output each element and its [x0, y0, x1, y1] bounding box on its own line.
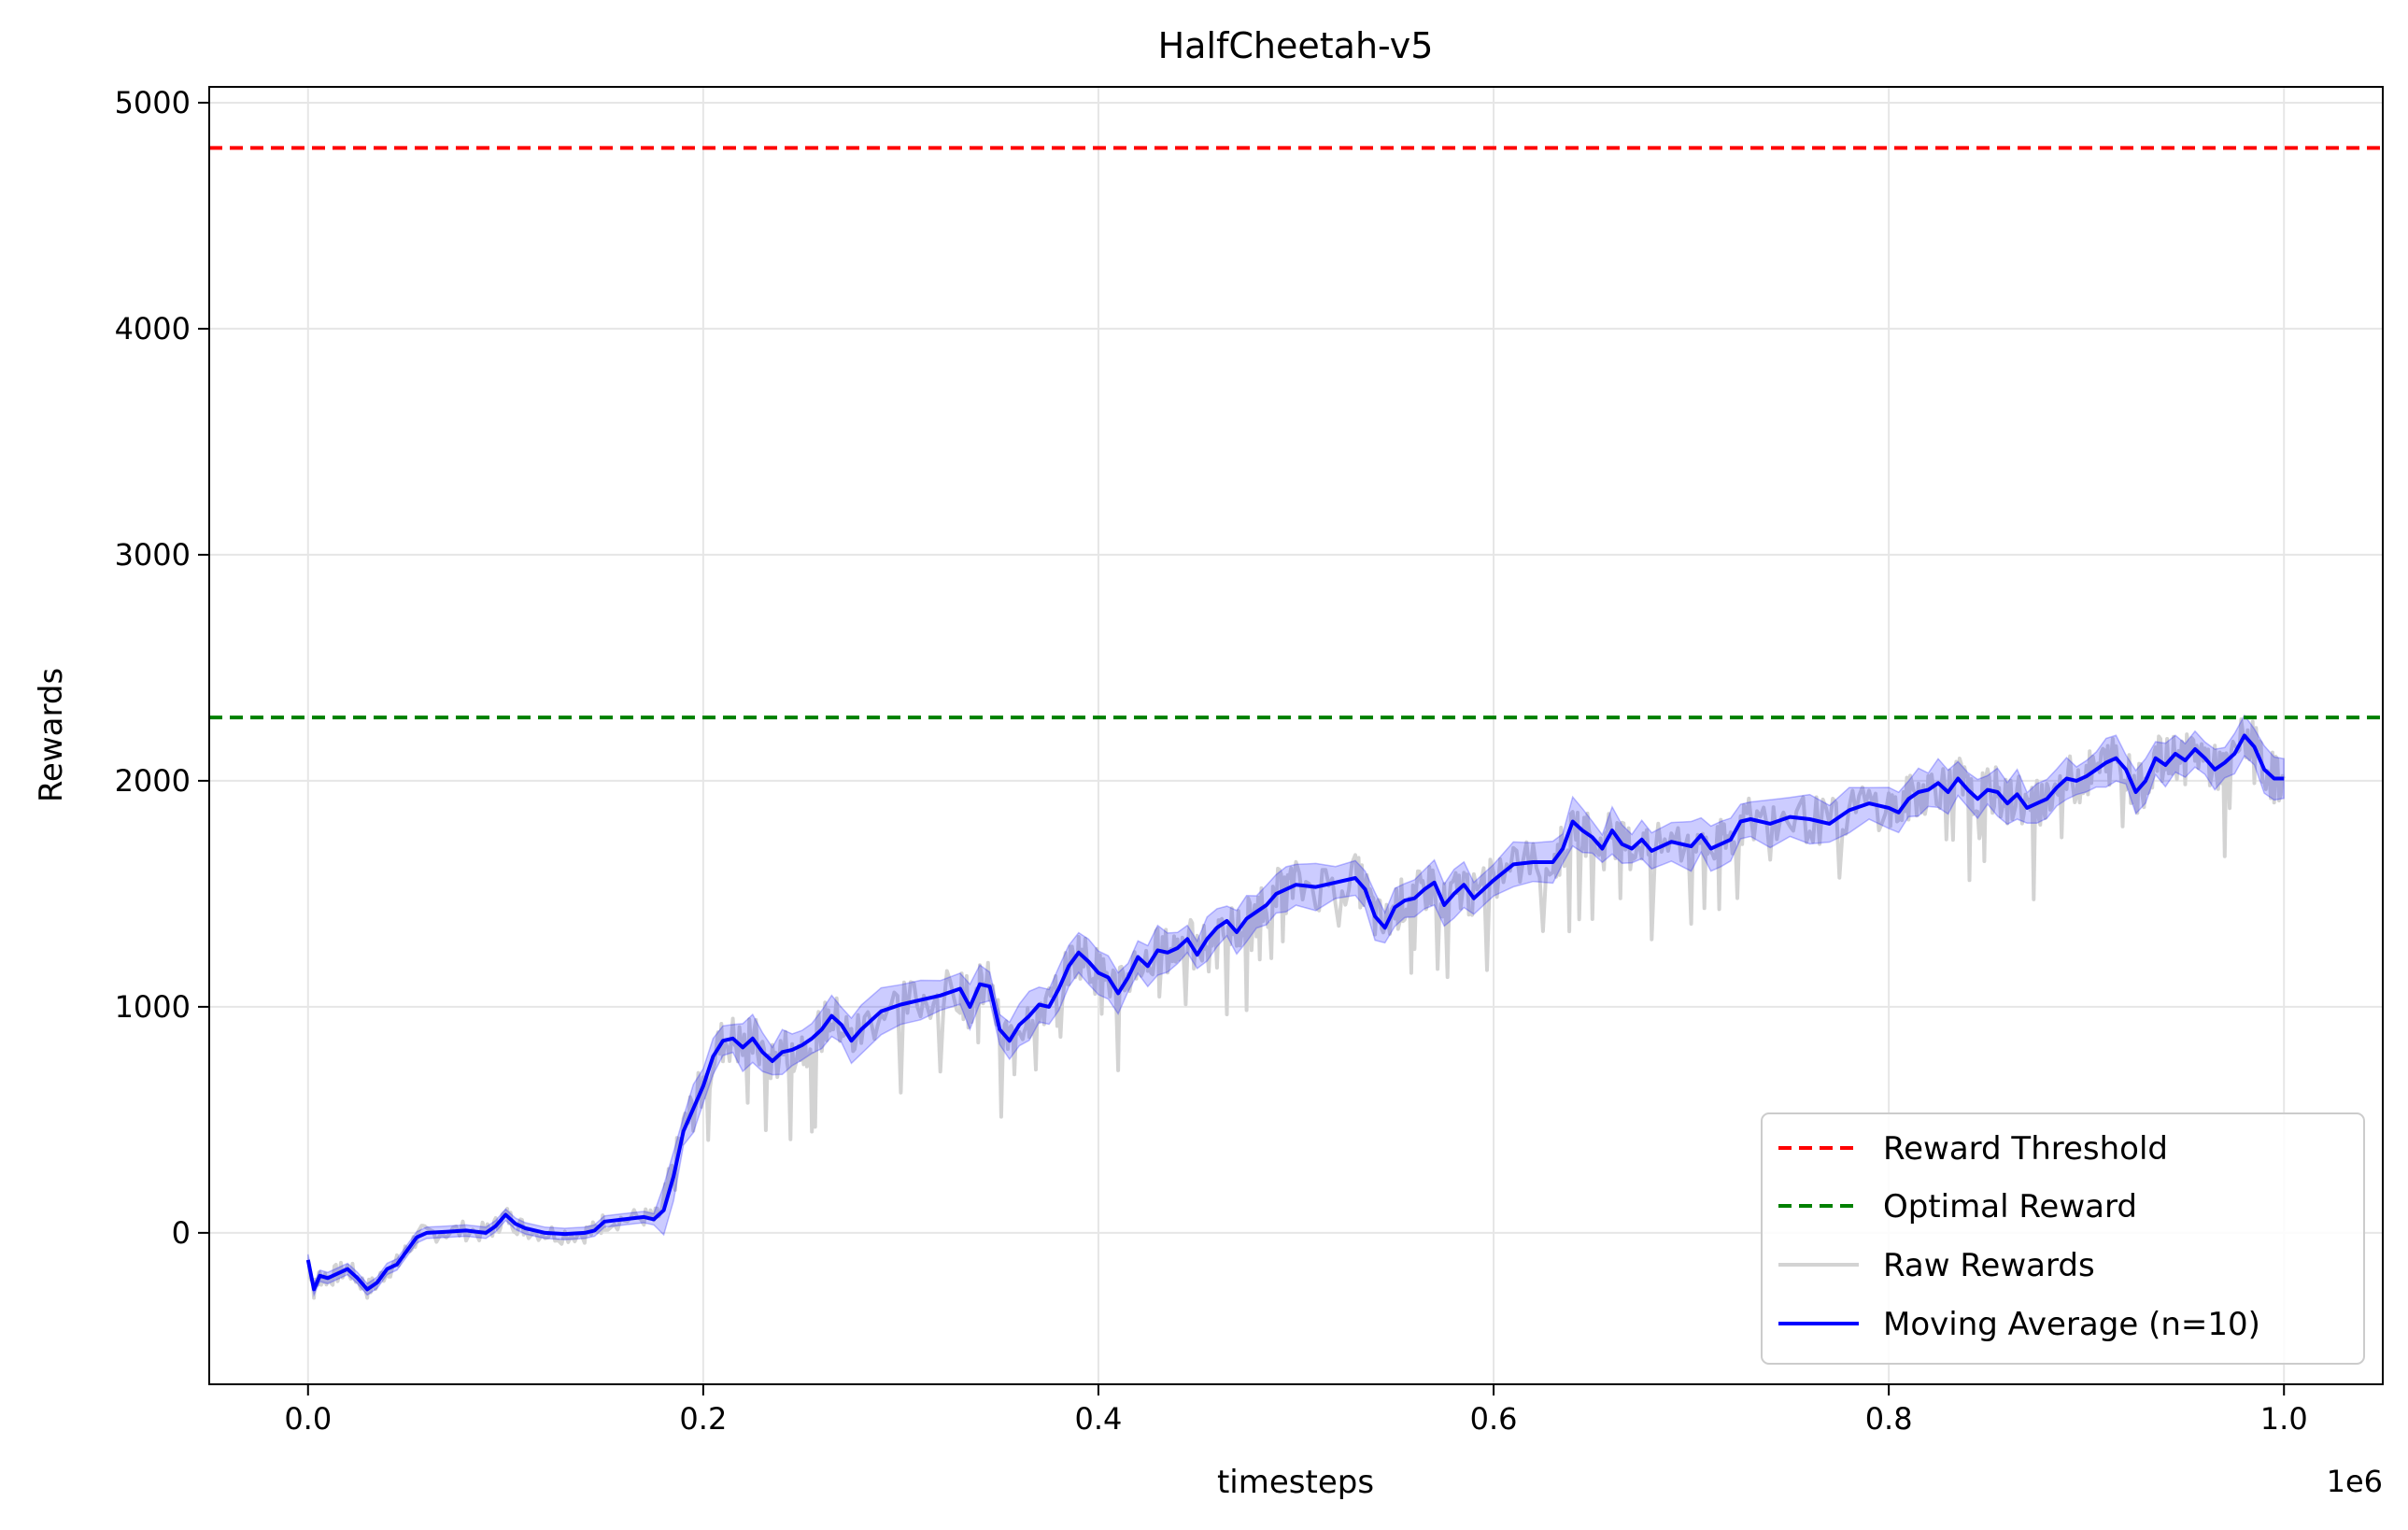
legend-label-raw-rewards: Raw Rewards — [1883, 1247, 2095, 1284]
plot-frame — [208, 86, 2384, 1385]
x-tick-label: 0.6 — [1470, 1401, 1518, 1437]
axes: 0.0 0.2 0.4 0.6 0.8 1.0 0 1000 2000 3000 4000 5000 — [115, 85, 2308, 1437]
x-tick-label: 1.0 — [2260, 1401, 2308, 1437]
x-axis-scale-label: 1e6 — [2327, 1464, 2383, 1499]
legend-label-optimal-reward: Optimal Reward — [1883, 1188, 2137, 1225]
x-tick-label: 0.8 — [1865, 1401, 1913, 1437]
x-tick-label: 0.2 — [679, 1401, 727, 1437]
legend-label-reward-threshold: Reward Threshold — [1883, 1130, 2168, 1168]
plot-area — [209, 146, 2383, 1300]
y-tick-label: 3000 — [115, 537, 191, 573]
chart-title: HalfCheetah-v5 — [1158, 25, 1434, 66]
y-tick-label: 1000 — [115, 989, 191, 1025]
series-moving-average-band — [307, 714, 2285, 1297]
y-axis-label: Rewards — [33, 668, 70, 802]
y-tick-label: 2000 — [115, 763, 191, 799]
legend: Reward Threshold Optimal Reward Raw Rewa… — [1761, 1112, 2365, 1365]
series-moving-average — [305, 733, 2285, 1292]
x-axis-label: timesteps — [1217, 1464, 1374, 1501]
y-tick-label: 5000 — [115, 85, 191, 120]
legend-box — [1761, 1112, 2365, 1365]
x-tick-label: 0.0 — [284, 1401, 332, 1437]
y-tick-label: 4000 — [115, 311, 191, 347]
legend-label-moving-average: Moving Average (n=10) — [1883, 1306, 2260, 1343]
y-tick-label: 0 — [172, 1215, 191, 1251]
x-tick-label: 0.4 — [1075, 1401, 1123, 1437]
